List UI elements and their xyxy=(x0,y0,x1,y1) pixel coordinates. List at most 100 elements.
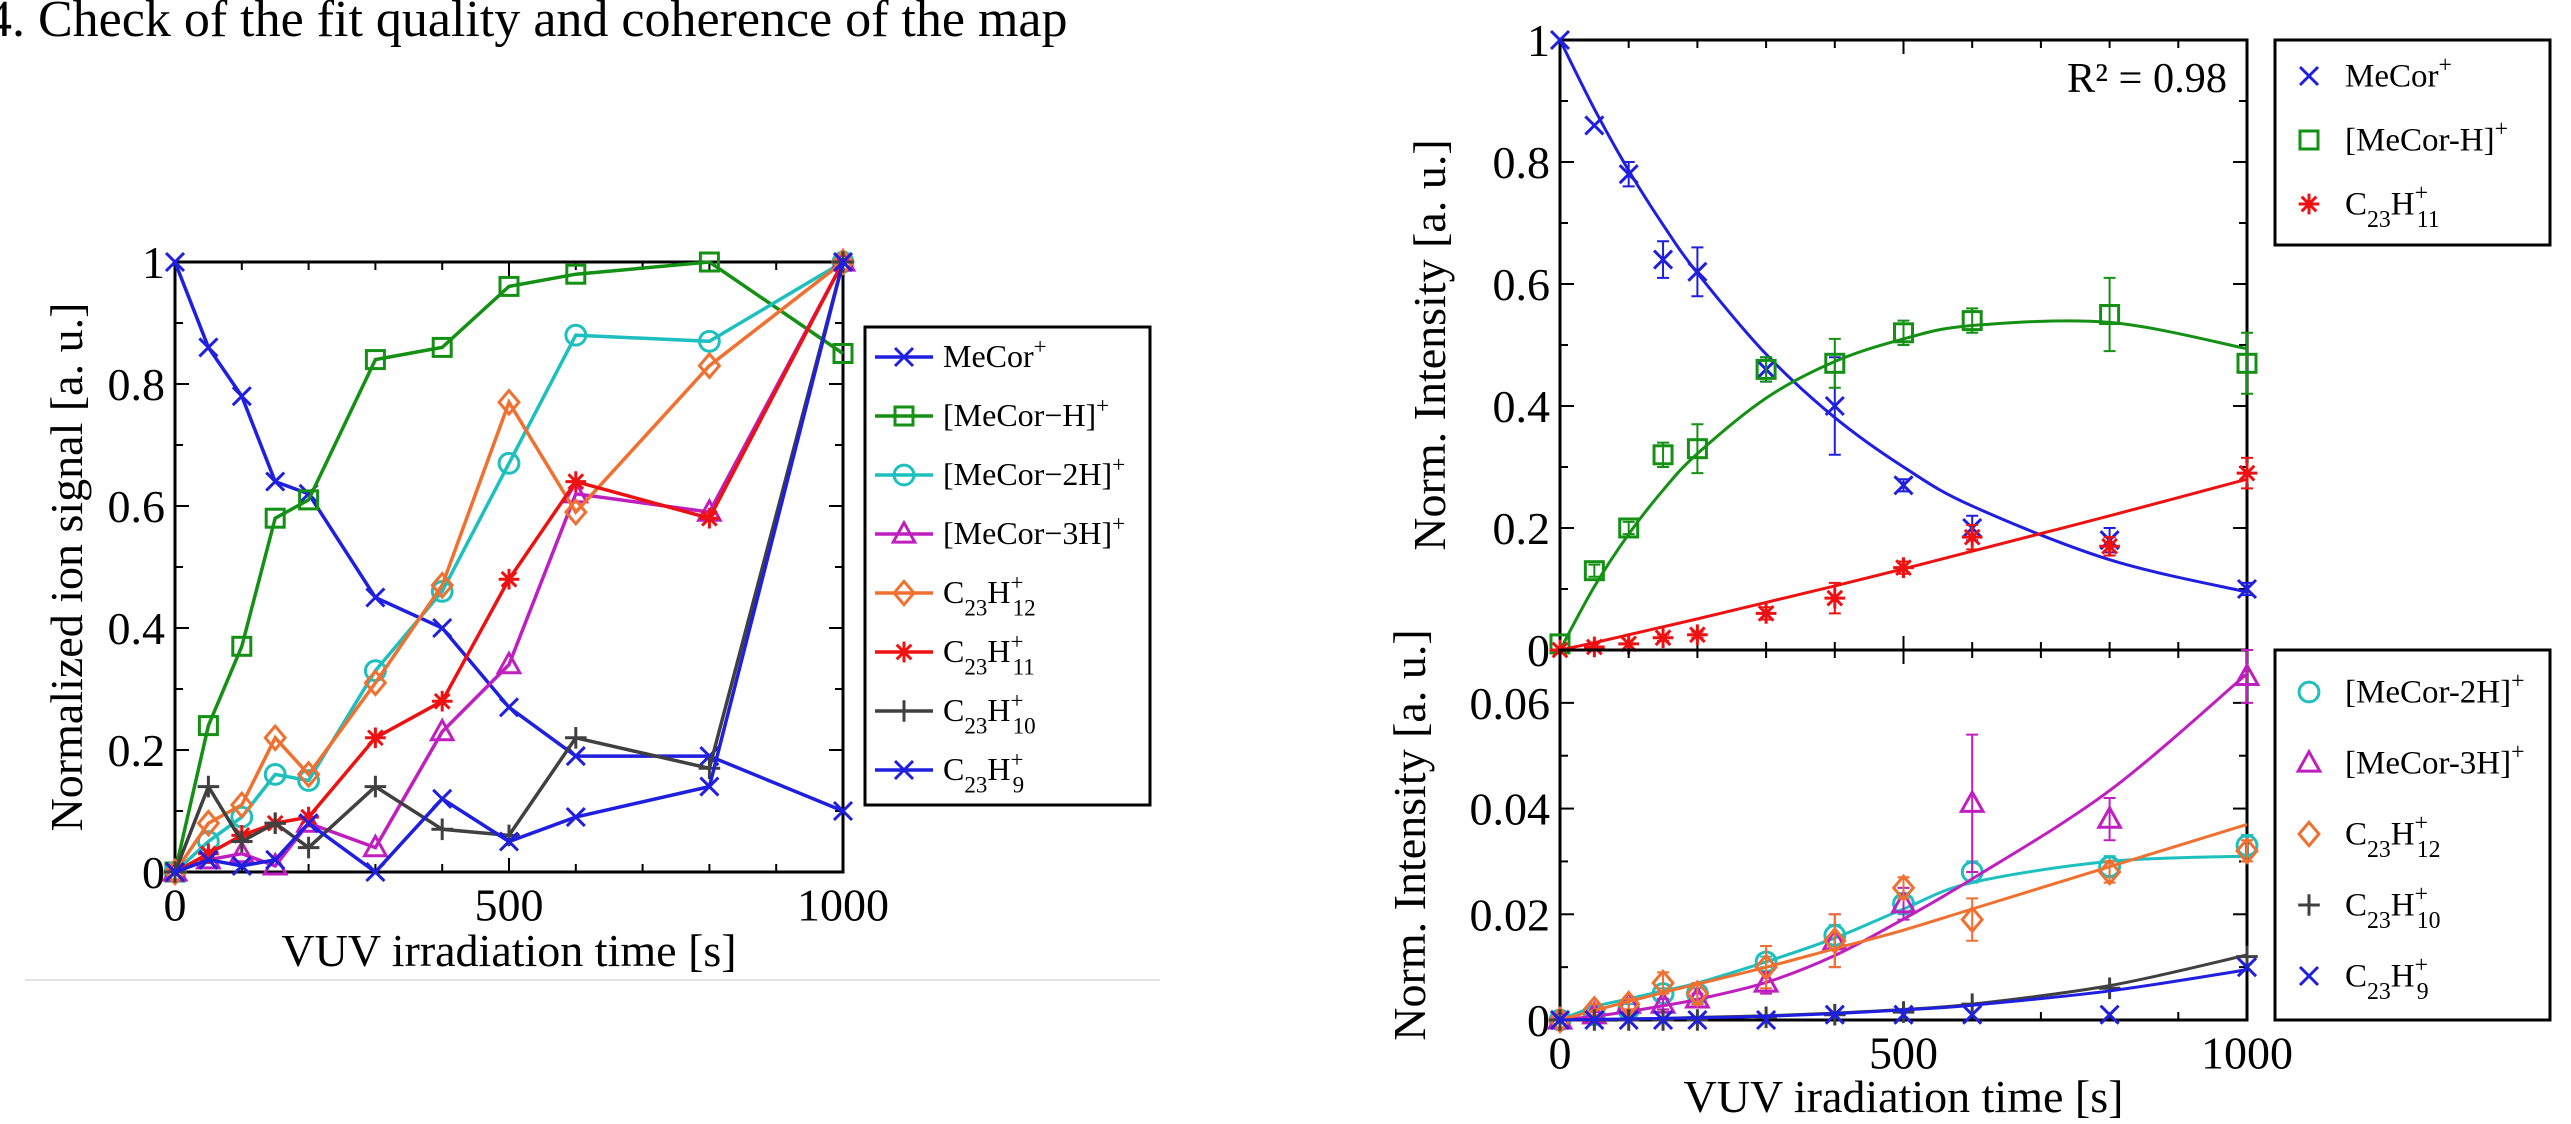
y-tick-label: 0.06 xyxy=(1470,678,1551,729)
data-point xyxy=(362,833,389,858)
data-point xyxy=(1958,788,1986,813)
data-point xyxy=(1687,261,1708,282)
legend-label-name: MeCor xyxy=(943,338,1034,374)
legend-marker xyxy=(893,759,915,781)
data-point xyxy=(231,635,253,657)
legend-label-superscript: + xyxy=(1010,687,1023,713)
legend-label-name: [MeCor-3H] xyxy=(2345,746,2511,782)
legend-label-subscript: 23 xyxy=(2367,207,2391,233)
y-tick-label: 0.2 xyxy=(1493,503,1551,554)
legend-label: C23H+ 12 xyxy=(2345,811,2441,863)
data-point xyxy=(1893,322,1914,344)
legend-label-superscript: + xyxy=(2439,53,2452,79)
data-point xyxy=(831,247,855,277)
legend-label-name: C xyxy=(943,633,964,669)
data-point xyxy=(1618,517,1640,539)
data-point xyxy=(495,650,523,675)
legend-marker xyxy=(2298,65,2320,87)
data-point xyxy=(1824,587,1846,609)
x-tick-label: 0 xyxy=(1549,1027,1572,1078)
legend-label-name: [MeCor-H] xyxy=(2345,123,2495,159)
legend-label-subscript: 11 xyxy=(1013,653,1035,679)
data-point xyxy=(432,788,453,809)
series-group xyxy=(1549,276,2258,655)
legend-label-element: H xyxy=(2391,187,2415,223)
data-point xyxy=(1754,953,1778,982)
error-bar xyxy=(1966,733,1979,873)
data-point xyxy=(1961,310,1983,332)
x-tick-label: 1000 xyxy=(2201,1027,2293,1078)
data-point xyxy=(298,489,320,511)
legend-label: MeCor+ xyxy=(2345,53,2452,95)
data-point xyxy=(699,776,720,797)
data-point xyxy=(265,849,286,870)
legend-marker xyxy=(893,405,915,427)
right-bottom-chart: 0 0.02 0.04 0.06 0 500 1000 VUV iradiation time… xyxy=(1384,629,2552,1122)
legend-label-superscript: + xyxy=(1010,628,1023,654)
data-point xyxy=(430,571,455,600)
legend-marker xyxy=(2297,819,2321,849)
data-point xyxy=(197,775,220,798)
plot-area-frame xyxy=(1558,648,2249,1022)
legend-label: C23H+ 11 xyxy=(2345,181,2440,233)
data-point xyxy=(1651,968,1675,998)
data-point xyxy=(1824,352,1846,374)
data-point xyxy=(364,775,387,798)
data-point xyxy=(1652,1009,1674,1031)
data-point xyxy=(2099,535,2120,557)
legend-label-name: C xyxy=(943,751,964,787)
data-point xyxy=(1549,1009,1571,1031)
data-point xyxy=(832,251,854,273)
y-tick-label: 0.02 xyxy=(1470,889,1551,940)
legend-marker xyxy=(2298,894,2320,916)
data-point xyxy=(229,790,254,819)
legend-marker xyxy=(2295,748,2323,773)
data-point xyxy=(198,849,219,870)
data-point xyxy=(296,760,321,789)
legend-label-superscript: + xyxy=(1112,451,1125,477)
data-point xyxy=(832,343,854,364)
error-bar xyxy=(2241,649,2253,704)
legend-label-element: H xyxy=(2391,817,2415,853)
data-point xyxy=(1549,29,1571,51)
data-point xyxy=(2236,578,2258,600)
r-squared-annotation: R² = 0.98 xyxy=(2067,55,2227,102)
data-point xyxy=(2233,662,2261,687)
data-point xyxy=(363,668,388,697)
legend-label-subscript: 10 xyxy=(1013,712,1036,738)
x-tick-label: 0 xyxy=(164,879,187,930)
data-point xyxy=(1548,1005,1572,1035)
data-point xyxy=(1584,1009,1605,1031)
y-tick-label: 0.8 xyxy=(108,359,166,410)
legend-label-subscript: 23 xyxy=(2367,837,2391,863)
legend-label-subscript: 23 xyxy=(2367,908,2391,934)
legend-label-superscript: + xyxy=(2511,740,2524,766)
data-point xyxy=(698,329,721,353)
fit-curve xyxy=(1559,822,2248,1022)
data-point xyxy=(1824,395,1845,417)
data-point xyxy=(1652,249,1674,270)
series-group xyxy=(1546,649,2261,1030)
data-point xyxy=(563,498,588,527)
data-point xyxy=(564,323,588,347)
y-tick-label: 0 xyxy=(1527,995,1550,1046)
data-point xyxy=(198,337,219,358)
data-point xyxy=(297,836,320,859)
data-point xyxy=(1891,873,1916,902)
data-point xyxy=(1824,1004,1845,1025)
data-point xyxy=(1892,1001,1915,1023)
error-bar xyxy=(1760,945,1773,990)
data-point xyxy=(364,349,386,371)
legend-label: C23H+ 10 xyxy=(943,687,1036,739)
section-heading: 4. Check of the fit quality and coherenc… xyxy=(0,0,1068,48)
legend-label: [MeCor-3H]+ xyxy=(2345,740,2525,782)
data-point xyxy=(1893,475,1914,496)
x-axis-label: VUV irradiation time [s] xyxy=(281,925,736,976)
legend-marker xyxy=(892,463,916,487)
legend-label-superscript: + xyxy=(1096,392,1109,418)
data-point xyxy=(1893,557,1914,578)
data-point xyxy=(498,831,520,852)
data-point xyxy=(699,507,720,529)
legend-label-subscript: 12 xyxy=(1013,594,1036,620)
error-bar xyxy=(1966,897,1979,942)
